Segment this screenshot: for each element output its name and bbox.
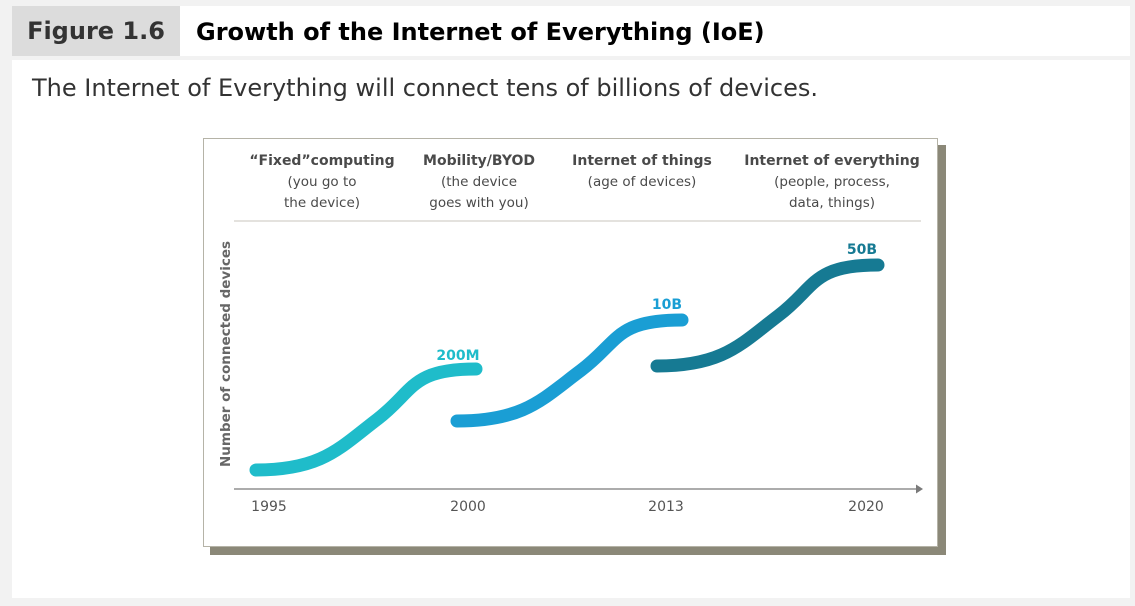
x-tick-label: 2000 [450, 499, 486, 515]
era-title: Internet of everything [744, 153, 919, 169]
era-title: Internet of things [572, 153, 712, 169]
x-axis-arrow [916, 484, 923, 494]
figure-header: Figure 1.6 Growth of the Internet of Eve… [12, 6, 1130, 56]
x-tick-label: 2020 [848, 499, 884, 515]
era-subtitle: goes with you) [429, 195, 528, 211]
chart-panel: Number of connected devices “Fixed”compu… [203, 138, 938, 547]
x-axis-ticks: 1995 2000 2013 2020 [251, 499, 884, 515]
era-subtitle: (age of devices) [588, 174, 697, 190]
curve-end-label: 50B [847, 242, 877, 258]
growth-curves: 200M 10B 50B [249, 242, 885, 477]
growth-curve [249, 362, 483, 477]
x-tick-label: 2013 [648, 499, 684, 515]
x-tick-label: 1995 [251, 499, 287, 515]
y-axis-label: Number of connected devices [218, 241, 234, 467]
figure-title: Growth of the Internet of Everything (Io… [196, 18, 765, 46]
curve-end-label: 10B [652, 297, 682, 313]
era-subtitle: (people, process, [774, 174, 890, 190]
era-subtitle: data, things) [789, 195, 875, 211]
figure-body: The Internet of Everything will connect … [12, 60, 1130, 598]
figure-number: Figure 1.6 [12, 6, 180, 56]
era-headers: “Fixed”computing (you go to the device) Mob… [249, 153, 919, 211]
era-title: Mobility/BYOD [423, 153, 535, 169]
era-subtitle: (the device [441, 174, 517, 190]
era-subtitle: (you go to [287, 174, 356, 190]
growth-curve [650, 258, 885, 373]
figure-caption: The Internet of Everything will connect … [32, 74, 819, 102]
era-title: “Fixed”computing [249, 153, 394, 169]
ioe-growth-chart: Number of connected devices “Fixed”compu… [218, 153, 923, 515]
era-subtitle: the device) [284, 195, 360, 211]
growth-curve [450, 313, 689, 428]
curve-end-label: 200M [436, 348, 479, 364]
